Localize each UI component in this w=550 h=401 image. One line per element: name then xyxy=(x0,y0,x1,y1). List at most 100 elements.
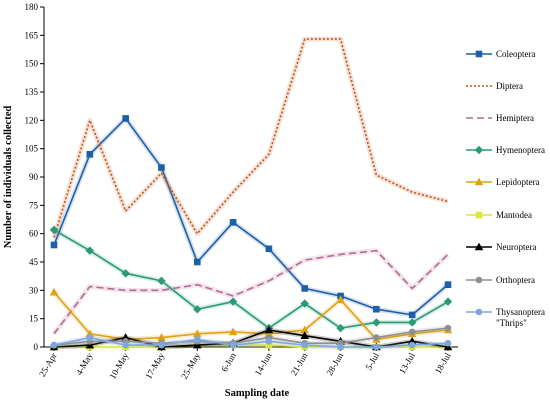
data-point xyxy=(407,318,417,327)
legend-item-lepidoptera: Lepidoptera xyxy=(466,177,539,187)
y-tick-label: 120 xyxy=(25,115,39,125)
series-hemiptera xyxy=(52,248,450,336)
y-tick-label: 15 xyxy=(29,314,39,324)
x-tick-label: 28-Jun xyxy=(324,351,345,378)
data-point xyxy=(122,341,129,349)
data-point xyxy=(193,258,201,266)
y-tick-label: 135 xyxy=(25,87,39,97)
y-tick-label: 45 xyxy=(29,257,39,267)
legend-label-line2: "Thrips" xyxy=(496,318,527,328)
y-tick-label: 30 xyxy=(29,285,39,295)
data-point xyxy=(408,341,416,349)
legend-marker xyxy=(474,242,484,251)
data-point xyxy=(337,343,344,351)
y-axis-title: Number of individuals collected xyxy=(3,106,14,249)
series-line xyxy=(53,327,449,346)
x-tick-label: 25-Apr xyxy=(37,351,59,379)
data-point xyxy=(444,281,452,288)
data-point xyxy=(373,334,380,341)
data-point xyxy=(85,246,95,255)
series-line-glow xyxy=(51,115,450,318)
series-hymenoptera xyxy=(49,225,453,333)
legend-label: Diptera xyxy=(496,81,523,91)
legend-marker xyxy=(475,308,483,316)
data-point xyxy=(158,164,165,171)
data-point xyxy=(193,304,202,314)
series-group xyxy=(49,36,453,351)
data-point xyxy=(408,311,416,319)
legend-item-hemiptera: Hemiptera xyxy=(466,113,534,123)
data-point xyxy=(122,115,129,122)
data-point xyxy=(372,318,381,327)
legend-label: Lepidoptera xyxy=(496,177,539,187)
series-line xyxy=(53,249,449,335)
data-point xyxy=(192,340,202,349)
legend-marker xyxy=(474,177,484,186)
y-tick-label: 180 xyxy=(25,2,39,12)
y-tick-label: 150 xyxy=(25,59,39,69)
data-point xyxy=(158,341,165,349)
data-point xyxy=(444,339,452,347)
data-point xyxy=(157,276,166,286)
data-point xyxy=(121,269,130,278)
data-point xyxy=(265,338,273,345)
y-tick-label: 105 xyxy=(25,144,39,154)
x-tick-label: 10-May xyxy=(107,351,130,381)
data-point xyxy=(336,323,345,333)
data-point xyxy=(228,297,238,306)
legend-marker xyxy=(475,276,483,284)
data-point xyxy=(300,299,309,308)
data-point xyxy=(86,151,94,158)
x-tick-label: 25-May xyxy=(179,351,202,381)
data-point xyxy=(443,297,453,306)
data-point xyxy=(373,305,380,313)
data-point xyxy=(49,287,59,296)
legend-item-neuroptera: Neuroptera xyxy=(466,242,536,252)
series-thysanoptera xyxy=(50,334,452,351)
data-point xyxy=(301,285,309,292)
data-point xyxy=(50,241,58,249)
legend-item-thysanoptera: Thysanoptera"Thrips" xyxy=(466,307,545,328)
y-tick-label: 60 xyxy=(29,229,39,239)
data-point xyxy=(408,328,416,336)
legend-marker xyxy=(475,211,483,219)
data-point xyxy=(265,245,273,253)
x-tick-label: 4-May xyxy=(74,351,95,377)
data-point xyxy=(301,341,309,349)
data-point xyxy=(85,340,95,349)
legend-marker xyxy=(475,50,483,58)
legend: Coleoptera Diptera Hemiptera Hymenoptera Lep… xyxy=(466,49,545,328)
y-tick-label: 90 xyxy=(29,172,39,182)
legend-item-diptera: Diptera xyxy=(466,81,523,91)
y-tick-label: 165 xyxy=(25,30,39,40)
x-tick-label: 21-Jun xyxy=(289,351,310,378)
y-tick-label: 75 xyxy=(29,200,39,210)
legend-item-coleoptera: Coleoptera xyxy=(466,49,536,59)
legend-label: Neuroptera xyxy=(496,242,536,252)
data-point xyxy=(229,341,237,349)
data-point xyxy=(86,334,94,341)
legend-item-orthoptera: Orthoptera xyxy=(466,275,535,285)
legend-label: Mantodea xyxy=(496,210,532,220)
series-coleoptera xyxy=(50,115,452,319)
data-point xyxy=(443,342,453,351)
data-point xyxy=(50,341,58,349)
x-tick-label: 5-Jul xyxy=(363,351,381,372)
legend-item-hymenoptera: Hymenoptera xyxy=(466,145,545,155)
series-diptera xyxy=(51,36,449,239)
legend-marker xyxy=(474,145,484,155)
legend-label: Hymenoptera xyxy=(496,145,545,155)
series-line xyxy=(53,38,449,238)
legend-label: Thysanoptera xyxy=(496,307,545,317)
legend-label: Orthoptera xyxy=(496,275,535,285)
data-point xyxy=(229,219,237,226)
x-axis-title: Sampling date xyxy=(225,388,290,399)
legend-label: Coleoptera xyxy=(496,49,536,59)
x-tick-label: 14-Jun xyxy=(253,351,274,378)
x-tick-label: 13-Jul xyxy=(397,351,417,376)
data-point xyxy=(336,295,345,304)
legend-label: Hemiptera xyxy=(496,113,534,123)
series-line xyxy=(53,336,449,348)
legend-item-mantodea: Mantodea xyxy=(466,210,532,220)
series-line-glow xyxy=(51,36,449,239)
